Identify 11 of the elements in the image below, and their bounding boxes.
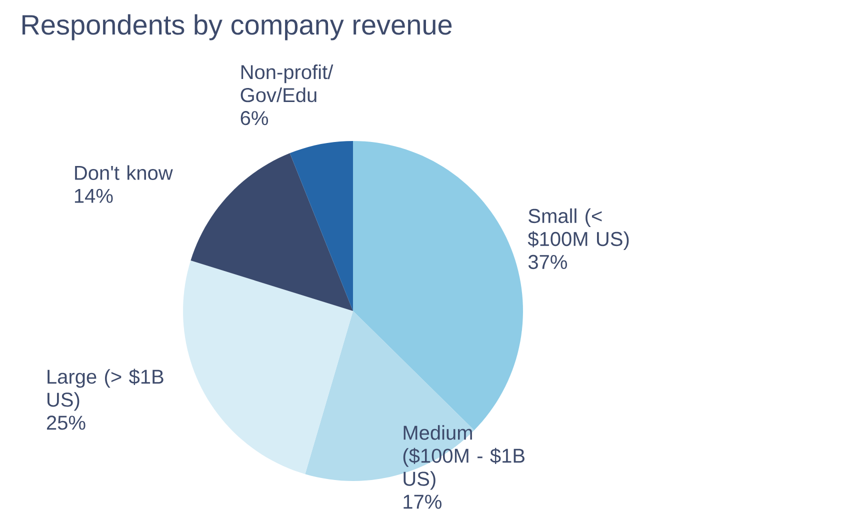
chart-title: Respondents by company revenue	[22, 14, 452, 40]
data-label: 17%	[404, 494, 442, 509]
data-label: 14%	[74, 188, 113, 203]
slice-label: Non-profit/ Gov/Edu	[240, 64, 334, 102]
data-label: 25%	[46, 416, 86, 430]
slice-label: Large (> $1B US)	[48, 368, 164, 411]
slice-label: Medium ($100M - $1B US)	[403, 425, 524, 490]
slice-label: Small (< $100M US)	[528, 208, 629, 250]
data-label: 6%	[240, 111, 268, 126]
slice-label: Don't know	[75, 165, 173, 180]
data-label: 37%	[528, 254, 567, 270]
